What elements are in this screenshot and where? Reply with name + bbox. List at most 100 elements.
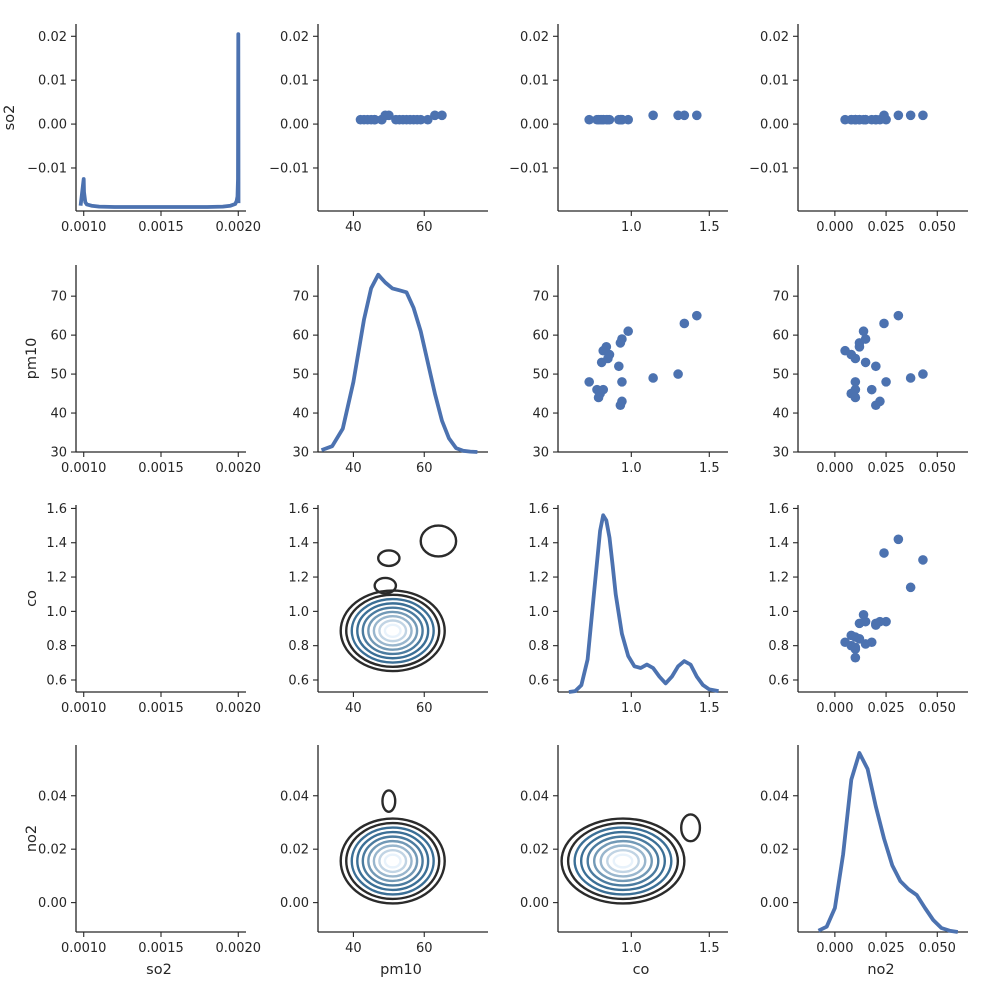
scatter-point: [437, 110, 447, 121]
scatter-point: [850, 642, 861, 653]
scatter-point: [854, 634, 865, 644]
x-tick-label: 0.025: [867, 701, 904, 716]
scatter-point: [850, 377, 861, 387]
scatter-point: [858, 609, 869, 620]
x-tick-label: 0.0015: [138, 461, 184, 476]
scatter-point: [401, 114, 412, 125]
scatter-point: [384, 110, 394, 121]
y-tick-label: 0.00: [38, 896, 67, 911]
density-contour: [361, 835, 424, 887]
density-contour: [345, 821, 441, 901]
y-tick-label: 1.6: [528, 502, 549, 517]
y-tick-label: 0.00: [280, 896, 309, 911]
scatter-point: [881, 377, 891, 387]
contour-group: [339, 789, 446, 905]
density-contour: [606, 848, 640, 874]
scatter-point: [623, 326, 633, 337]
y-tick-label: 1.6: [46, 502, 67, 517]
density-contour: [579, 830, 667, 892]
y-tick-label: 0.04: [280, 789, 309, 804]
panel-pm10-vs-pm10: 40 60 30 40 50 60 70: [292, 265, 488, 476]
y-tick-label: 0.8: [288, 639, 309, 654]
panel-pm10-vs-no2: 0.000 0.025 0.050 30 40 50 60 70: [772, 265, 968, 476]
y-tick-label: 1.0: [768, 605, 789, 620]
y-tick-label: 40: [292, 407, 309, 422]
y-tick-label: 0.04: [520, 789, 549, 804]
panel-so2-vs-no2: 0.000 0.025 0.050 −0.01 0.00 0.01 0.02: [749, 24, 968, 235]
x-tick-label: 1.0: [621, 941, 642, 956]
kde-line: [320, 272, 478, 454]
scatter-point: [918, 110, 928, 121]
x-tick-label: 0.050: [919, 941, 956, 956]
kde-line: [817, 751, 959, 934]
y-tick-label: 0.6: [528, 673, 549, 688]
scatter-point: [615, 114, 626, 125]
x-tick-label: 0.0015: [138, 701, 184, 716]
y-tick-label: 0.02: [38, 30, 67, 45]
x-tick-label: 0.000: [816, 941, 853, 956]
y-tick-label: −0.01: [749, 161, 789, 176]
x-tick-label: 0.0020: [216, 461, 262, 476]
scatter-point: [422, 114, 433, 125]
y-tick-label: 0.6: [288, 673, 309, 688]
scatter-point: [598, 384, 609, 395]
scatter-point: [893, 534, 904, 545]
x-tick-label: 0.0010: [61, 701, 107, 716]
density-contour: [573, 826, 673, 896]
x-tick-label: 40: [345, 461, 362, 476]
y-axis-label: pm10: [24, 338, 40, 380]
scatter-point: [593, 392, 604, 403]
y-tick-label: 0.8: [46, 639, 67, 654]
y-tick-label: −0.01: [509, 161, 549, 176]
y-tick-label: 0.02: [280, 843, 309, 858]
y-tick-label: 50: [772, 368, 789, 383]
x-tick-label: 1.5: [699, 941, 720, 956]
panel-no2-vs-pm10: 40 60 0.00 0.02 0.04 pm10: [280, 745, 488, 978]
x-tick-label: 0.0010: [61, 941, 107, 956]
y-axis-label: so2: [2, 105, 18, 131]
scatter-point: [615, 400, 626, 411]
density-contour: [381, 789, 397, 813]
x-tick-label: 1.0: [621, 701, 642, 716]
density-contour: [367, 610, 419, 651]
x-tick-label: 60: [416, 461, 433, 476]
scatter-point: [871, 618, 881, 629]
density-contour: [372, 844, 413, 878]
x-tick-label: 1.0: [621, 461, 642, 476]
x-tick-label: 0.025: [867, 941, 904, 956]
scatter-point: [648, 110, 658, 121]
y-tick-label: 0.02: [760, 30, 789, 45]
density-contour: [361, 606, 424, 656]
contour-group: [339, 524, 458, 673]
scatter-point: [679, 110, 690, 121]
x-tick-label: 40: [345, 701, 362, 716]
x-tick-label: 60: [416, 220, 433, 235]
scatter-point: [858, 326, 869, 337]
x-tick-label: 0.0020: [216, 701, 262, 716]
y-tick-label: 40: [50, 407, 67, 422]
scatter-point: [692, 310, 702, 321]
x-tick-label: 0.050: [919, 220, 956, 235]
density-contour: [356, 602, 430, 660]
x-tick-label: 0.000: [816, 461, 853, 476]
y-tick-label: 1.4: [528, 536, 549, 551]
scatter-point: [369, 114, 380, 125]
scatter-point: [860, 334, 871, 344]
y-tick-label: 60: [532, 329, 549, 344]
scatter-point: [879, 318, 889, 329]
panel-so2-vs-pm10: 40 60 −0.01 0.00 0.01 0.02: [269, 24, 488, 235]
y-tick-label: 1.0: [46, 605, 67, 620]
panel-co-vs-so2: 0.0010 0.0015 0.0020 0.6 0.8 1.0 1.2 1.4 1.6 co: [24, 502, 261, 716]
scatter-point: [871, 400, 881, 411]
y-tick-label: 50: [50, 368, 67, 383]
scatter-point: [893, 310, 904, 321]
panel-no2-vs-co: 1.0 1.5 0.00 0.02 0.04 co: [520, 745, 728, 978]
scatter-point: [871, 114, 881, 125]
scatter-point: [601, 114, 612, 125]
density-contour: [586, 835, 660, 887]
scatter-point: [692, 110, 702, 121]
y-tick-label: 0.04: [38, 789, 67, 804]
x-tick-label: 0.050: [919, 461, 956, 476]
scatter-point: [604, 349, 615, 360]
y-tick-label: 30: [50, 446, 67, 461]
